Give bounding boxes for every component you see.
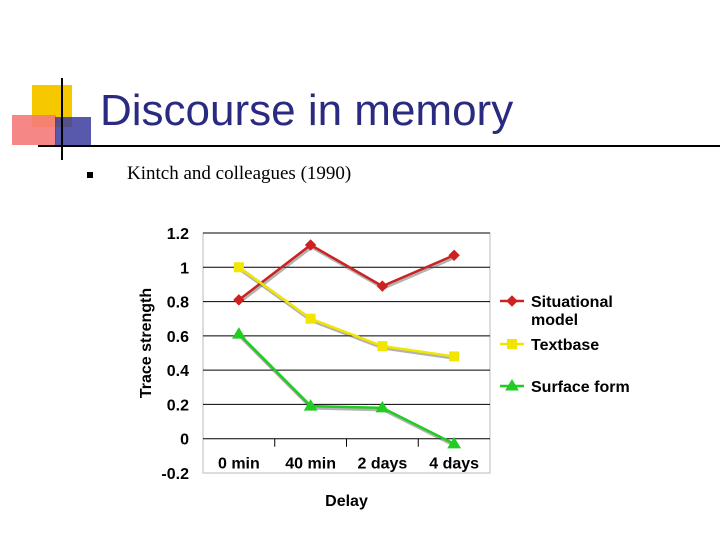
- series-line-surface-form: [237, 333, 455, 445]
- x-tick-label: 0 min: [218, 456, 260, 473]
- y-tick-label: 0.8: [167, 295, 189, 312]
- bullet-square-icon: [87, 172, 93, 178]
- legend-label-textbase: Textbase: [531, 337, 599, 354]
- data-point-surface-form: [303, 399, 318, 411]
- data-point-textbase: [377, 341, 388, 352]
- y-tick-label: 1.2: [167, 226, 189, 243]
- y-tick-label: -0.2: [161, 466, 189, 483]
- y-tick-label: 0.6: [167, 329, 189, 346]
- data-point-textbase: [233, 262, 244, 273]
- x-axis-title: Delay: [325, 493, 368, 510]
- data-point-situational-model: [304, 239, 317, 251]
- series-line-textbase: [238, 266, 455, 358]
- legend-label-situational-model: model: [531, 312, 578, 329]
- data-point-textbase: [305, 313, 316, 324]
- y-tick-label: 0: [180, 432, 189, 449]
- data-point-surface-form: [375, 400, 390, 413]
- series-line-situational-model: [238, 243, 455, 301]
- title-ornament-vertical-rule: [61, 78, 63, 160]
- y-axis-title: Trace strength: [138, 288, 155, 398]
- y-tick-label: 0.4: [167, 363, 189, 380]
- x-tick-label: 4 days: [429, 456, 479, 473]
- title-ornament-red: [12, 115, 56, 145]
- x-tick-label: 2 days: [357, 456, 407, 473]
- title-underline-rule: [38, 145, 720, 147]
- legend-marker-surface-form: [505, 379, 519, 391]
- data-point-situational-model: [233, 294, 245, 306]
- y-tick-label: 1: [180, 260, 189, 277]
- legend-marker-situational-model: [506, 295, 518, 307]
- data-point-surface-form: [231, 327, 246, 339]
- plot-area: [202, 232, 491, 474]
- y-tick-label: 0.2: [167, 397, 189, 414]
- bullet-text: Kintch and colleagues (1990): [127, 163, 352, 184]
- data-point-situational-model: [376, 280, 389, 292]
- data-point-textbase: [449, 351, 460, 362]
- slide-title: Discourse in memory: [100, 86, 514, 135]
- legend-label-situational-model: Situational: [531, 294, 613, 311]
- legend-marker-textbase: [507, 339, 517, 349]
- data-point-situational-model: [448, 249, 460, 261]
- x-tick-label: 40 min: [285, 456, 336, 473]
- data-point-surface-form: [447, 436, 462, 449]
- legend-label-surface-form: Surface form: [531, 379, 630, 396]
- series-shadow-textbase: [238, 267, 456, 360]
